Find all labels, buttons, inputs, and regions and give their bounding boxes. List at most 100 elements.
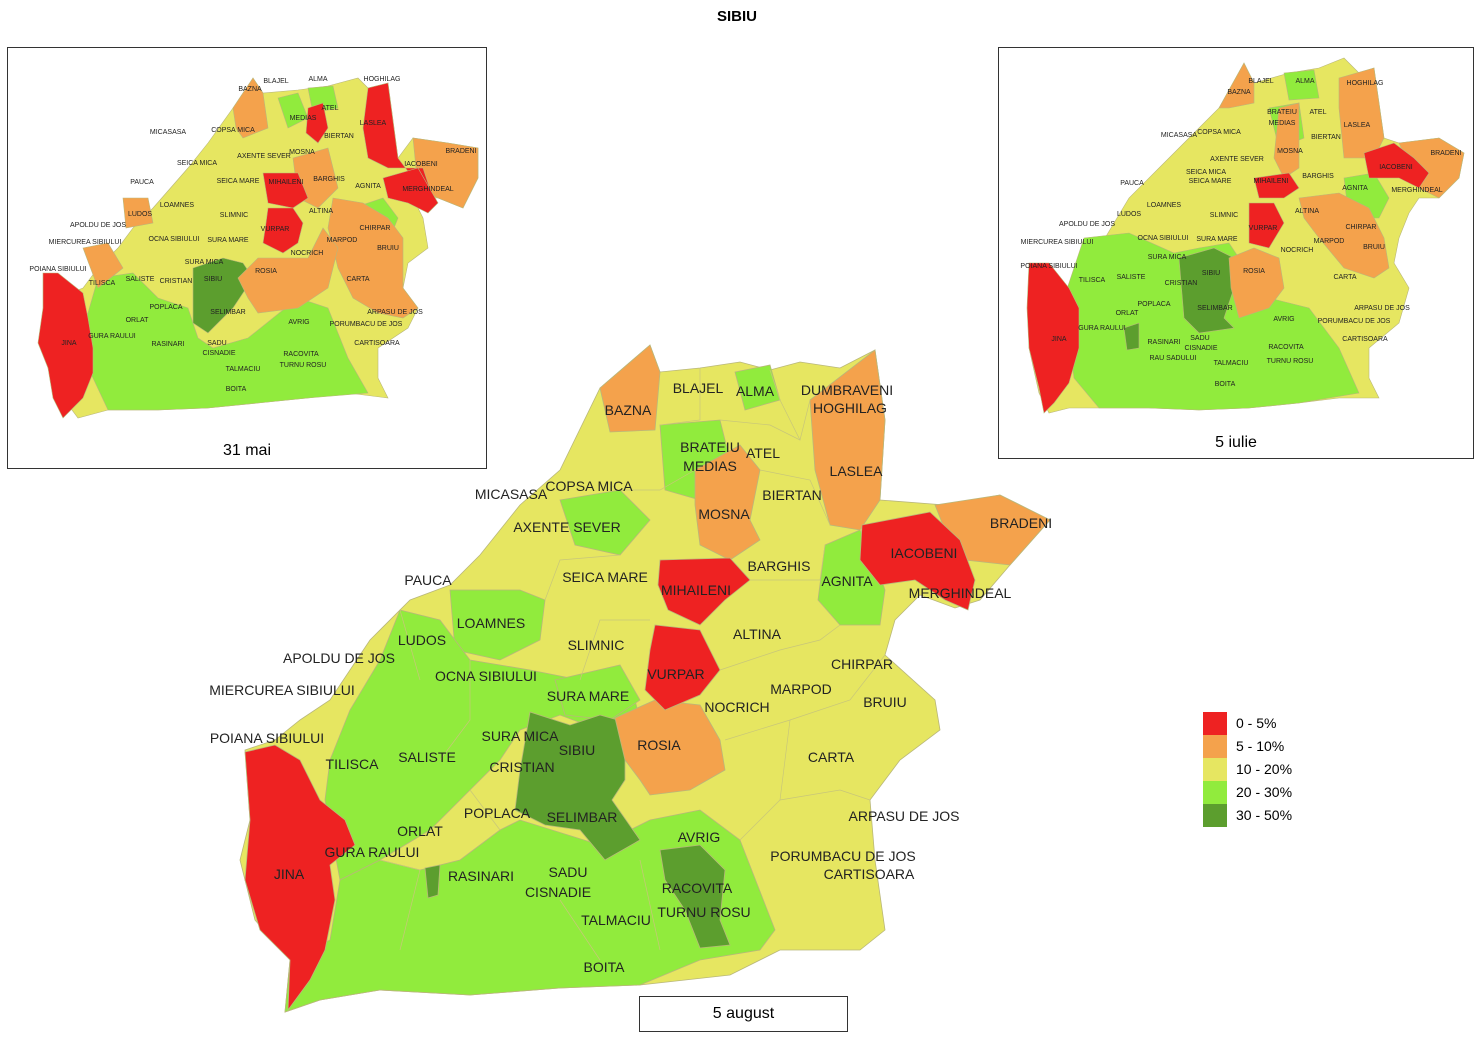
place-label-carta: CARTA: [346, 276, 369, 283]
place-label-sura-mica: SURA MICA: [185, 259, 224, 266]
place-label-barghis: BARGHIS: [1302, 173, 1334, 180]
place-label-pauca: PAUCA: [130, 179, 154, 186]
place-label-miercurea-sibiului: MIERCUREA SIBIULUI: [49, 239, 122, 246]
place-label-mosna: MOSNA: [1277, 148, 1303, 155]
place-label-loamnes: LOAMNES: [457, 615, 525, 631]
place-label-carta: CARTA: [808, 749, 855, 765]
place-label-copsa-mica: COPSA MICA: [211, 127, 255, 134]
region-medias: [694, 444, 761, 561]
place-label-agnita: AGNITA: [821, 573, 873, 589]
place-label-tilisca: TILISCA: [1079, 277, 1106, 284]
place-label-axente-sever: AXENTE SEVER: [513, 519, 620, 535]
region-racovita: [659, 844, 731, 949]
place-label-biertan: BIERTAN: [762, 487, 821, 503]
place-label-hoghilag: HOGHILAG: [1347, 80, 1384, 87]
place-label-copsa-mica: COPSA MICA: [545, 478, 633, 494]
region-axente-sever: [559, 489, 651, 556]
legend-item: 0 - 5%: [1203, 712, 1303, 735]
place-label-seica-mare: SEICA MARE: [562, 569, 648, 585]
place-label-cristian: CRISTIAN: [489, 759, 554, 775]
place-label-rasinari: RASINARI: [151, 341, 184, 348]
place-label-axente-sever: AXENTE SEVER: [1210, 156, 1264, 163]
place-label-sura-mare: SURA MARE: [207, 237, 249, 244]
place-label-jina: JINA: [61, 340, 77, 347]
place-label-boita: BOITA: [584, 959, 626, 975]
place-label-poiana-sibiului: POIANA SIBIULUI: [210, 730, 324, 746]
place-label-blajel: BLAJEL: [263, 78, 288, 85]
place-label-copsa-mica: COPSA MICA: [1197, 129, 1241, 136]
place-label-boita: BOITA: [226, 386, 247, 393]
place-label-bruiu: BRUIU: [377, 245, 399, 252]
place-label-barghis: BARGHIS: [747, 558, 810, 574]
place-label-cartisoara: CARTISOARA: [1342, 336, 1388, 343]
region-bazna: [599, 344, 661, 433]
place-label-apoldu-de-jos: APOLDU DE JOS: [283, 650, 395, 666]
page-title: SIBIU: [716, 8, 757, 25]
place-label-bruiu: BRUIU: [863, 694, 907, 710]
place-label-ocna-sibiului: OCNA SIBIULUI: [1138, 235, 1189, 242]
place-label-slimnic: SLIMNIC: [220, 212, 248, 219]
place-label-marpod: MARPOD: [327, 237, 358, 244]
place-label-alma: ALMA: [736, 383, 775, 399]
place-label-cisnadie: CISNADIE: [1184, 345, 1217, 352]
place-label-bradeni: BRADENI: [1430, 150, 1461, 157]
legend-label: 5 - 10%: [1236, 738, 1285, 754]
region-sura-mare: [554, 664, 641, 721]
place-label-biertan: BIERTAN: [1311, 134, 1341, 141]
place-label-rasinari: RASINARI: [1147, 339, 1180, 346]
place-label-vurpar: VURPAR: [647, 666, 704, 682]
place-label-axente-sever: AXENTE SEVER: [237, 153, 291, 160]
place-label-talmaciu: TALMACIU: [1214, 360, 1249, 367]
legend-swatch: [1203, 712, 1227, 735]
place-label-avrig: AVRIG: [288, 319, 309, 326]
place-label-bradeni: BRADENI: [990, 515, 1052, 531]
place-label-bruiu: BRUIU: [1363, 244, 1385, 251]
place-label-seica-mica: SEICA MICA: [177, 160, 217, 167]
legend-label: 30 - 50%: [1236, 807, 1293, 823]
place-label-loamnes: LOAMNES: [1147, 202, 1182, 209]
place-label-saliste: SALISTE: [1117, 274, 1146, 281]
region-jina: [244, 744, 356, 1012]
legend-label: 0 - 5%: [1236, 715, 1277, 731]
place-label-vurpar: VURPAR: [261, 226, 290, 233]
place-label-seica-mare: SEICA MARE: [1189, 178, 1232, 185]
map-5-iulie: BLAJEL ALMA HOGHILAG BAZNA BRATEIU MEDIAS ATEL…: [1020, 57, 1465, 414]
map-panel-31-mai: BLAJEL ALMA HOGHILAG BAZNA ATEL MEDIAS MICASAS…: [7, 47, 487, 469]
place-label-slimnic: SLIMNIC: [568, 637, 625, 653]
place-label-medias: MEDIAS: [290, 115, 317, 122]
place-label-slimnic: SLIMNIC: [1210, 212, 1238, 219]
place-label-gura-raului: GURA RAULUI: [325, 844, 420, 860]
legend-swatch: [1203, 735, 1227, 758]
place-label-sura-mica: SURA MICA: [481, 728, 559, 744]
place-label-pauca: PAUCA: [404, 572, 452, 588]
place-label-mihaileni: MIHAILENI: [661, 582, 731, 598]
place-label-merghindeal: MERGHINDEAL: [402, 186, 453, 193]
place-label-marpod: MARPOD: [1314, 238, 1345, 245]
place-label-micasasa: MICASASA: [475, 486, 548, 502]
place-label-ocna-sibiului: OCNA SIBIULUI: [435, 668, 537, 684]
place-label-bazna: BAZNA: [238, 86, 262, 93]
place-label-marpod: MARPOD: [770, 681, 831, 697]
map-caption-5-august: 5 august: [639, 996, 848, 1032]
place-label-bradeni: BRADENI: [445, 148, 476, 155]
place-label-poplaca: POPLACA: [1137, 301, 1170, 308]
place-label-rau-sadului: RAU SADULUI: [1149, 355, 1196, 362]
place-label-chirpar: CHIRPAR: [1346, 224, 1377, 231]
place-label-ludos: LUDOS: [398, 632, 446, 648]
place-label-jina: JINA: [274, 866, 305, 882]
place-label-orlat: ORLAT: [126, 317, 150, 324]
place-label-bazna: BAZNA: [1227, 89, 1251, 96]
legend-item: 10 - 20%: [1203, 758, 1303, 781]
place-label-porumbacu-de-jos: PORUMBACU DE JOS: [1318, 318, 1391, 325]
map-panel-5-iulie: BLAJEL ALMA HOGHILAG BAZNA BRATEIU MEDIAS ATEL…: [998, 47, 1474, 459]
place-label-biertan: BIERTAN: [324, 133, 354, 140]
place-label-orlat: ORLAT: [397, 823, 443, 839]
place-label-altina: ALTINA: [733, 626, 782, 642]
place-label-atel: ATEL: [746, 445, 780, 461]
place-label-hoghilag: HOGHILAG: [813, 400, 887, 416]
place-label-ocna-sibiului: OCNA SIBIULUI: [149, 236, 200, 243]
place-label-rosia: ROSIA: [637, 737, 681, 753]
legend-item: 5 - 10%: [1203, 735, 1303, 758]
place-label-boita: BOITA: [1215, 381, 1236, 388]
place-label-nocrich: NOCRICH: [704, 699, 769, 715]
